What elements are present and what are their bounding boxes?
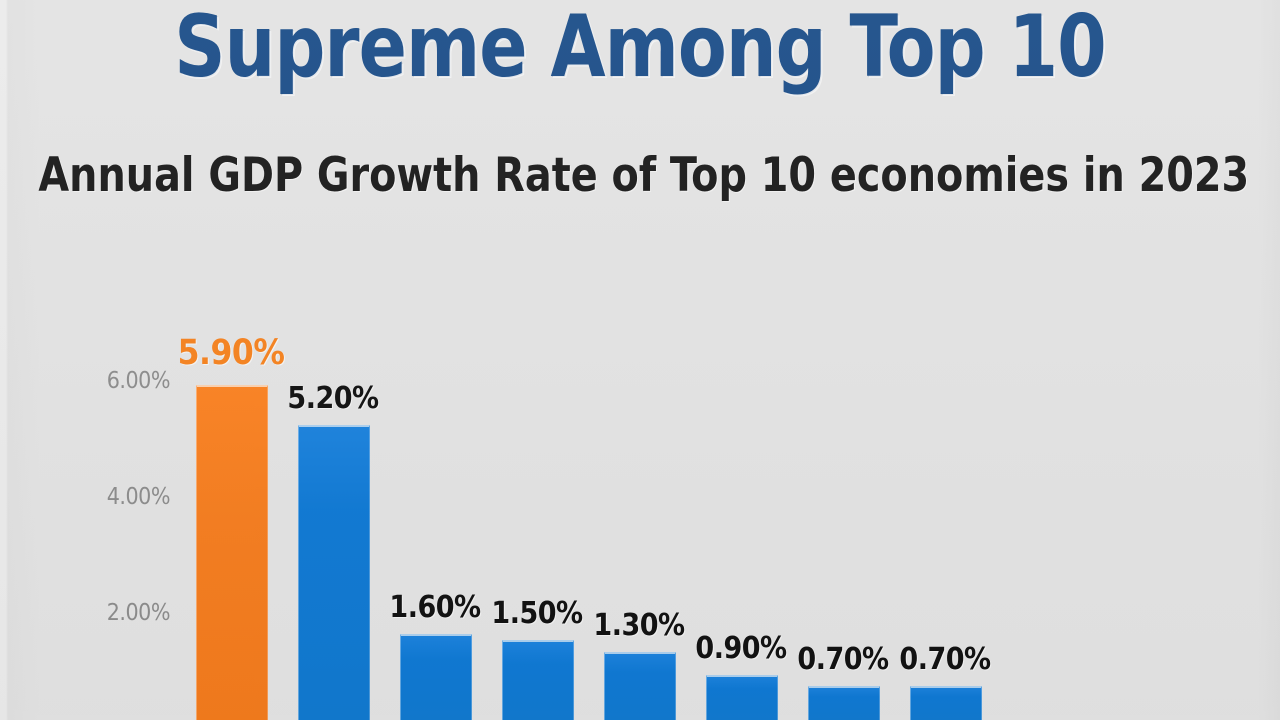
bar[interactable]: 0.70%	[899, 0, 991, 720]
bar-value-label: 5.90%	[177, 332, 285, 373]
y-axis-tick-label: 4.00%	[106, 484, 171, 510]
page-title: Supreme Among Top 10	[174, 0, 1106, 97]
y-axis-ticks: 6.00% 4.00% 2.00%	[84, 0, 171, 720]
bar-column[interactable]	[400, 634, 472, 720]
chart-subtitle: Annual GDP Growth Rate of Top 10 economi…	[38, 148, 1250, 203]
bar-column[interactable]	[298, 425, 370, 720]
bar-column[interactable]	[808, 686, 880, 720]
bar-value-label: 1.30%	[593, 607, 685, 643]
bar-value-label: 1.50%	[491, 596, 583, 631]
bar-value-label: 0.70%	[797, 642, 889, 678]
bar[interactable]: 1.50%	[491, 0, 583, 720]
bar-value-label: 5.20%	[287, 381, 379, 417]
bar-value-label: 1.60%	[389, 590, 481, 626]
bar-column[interactable]	[196, 384, 268, 720]
header-block: Supreme Among Top 10	[0, 0, 1280, 102]
bar-column[interactable]	[502, 640, 574, 720]
bar[interactable]: 1.60%	[389, 0, 481, 720]
bar-column[interactable]	[706, 674, 778, 720]
bar-value-label: 0.70%	[899, 642, 991, 678]
bar[interactable]: 0.70%	[797, 0, 889, 720]
bar-column[interactable]	[910, 686, 982, 720]
y-axis-tick-label: 2.00%	[106, 600, 171, 626]
bar-column[interactable]	[604, 651, 676, 720]
bar[interactable]: 0.90%	[695, 0, 787, 720]
bar[interactable]: 1.30%	[593, 0, 685, 720]
bar-value-label: 0.90%	[695, 630, 787, 666]
y-axis-tick-label: 6.00%	[106, 368, 171, 394]
bar[interactable]: 5.20%	[287, 0, 379, 720]
bar-highlighted[interactable]: 5.90%	[178, 0, 285, 720]
